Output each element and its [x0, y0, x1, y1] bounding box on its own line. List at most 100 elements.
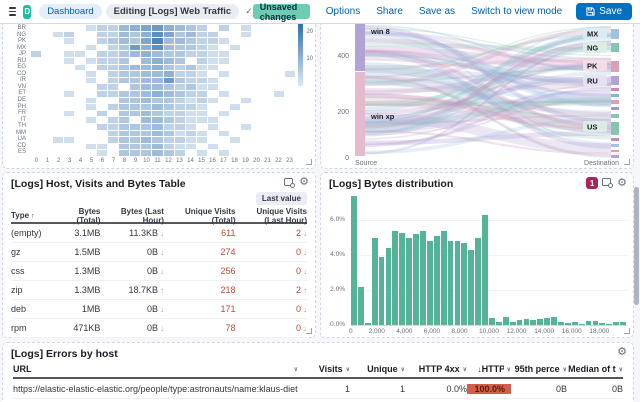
heatmap-cell[interactable]: [141, 25, 152, 31]
heatmap-cell[interactable]: [119, 57, 130, 64]
heatmap-cell[interactable]: [152, 110, 163, 117]
heatmap-cell[interactable]: [64, 117, 74, 123]
heatmap-cell[interactable]: [42, 65, 52, 71]
heatmap-cell[interactable]: [163, 57, 174, 64]
heatmap-cell[interactable]: [196, 77, 207, 84]
heatmap-cell[interactable]: [285, 65, 295, 71]
sankey-chart[interactable]: win 8 win xp MX NG PK RU US 400 200 0 Source Destin…: [321, 24, 633, 167]
heatmap-cell[interactable]: [86, 84, 96, 90]
errors-table-column-header[interactable]: ↓ HTTP 5xx∨: [477, 364, 511, 374]
heatmap-cell[interactable]: [42, 38, 52, 44]
heatmap-cell[interactable]: [86, 65, 96, 71]
heatmap-cell[interactable]: [274, 150, 284, 156]
heatmap-cell[interactable]: [108, 130, 119, 137]
heatmap-cell[interactable]: [97, 143, 108, 150]
heatmap-cell[interactable]: [274, 144, 284, 150]
heatmap-cell[interactable]: [97, 51, 108, 57]
heatmap-cell[interactable]: [185, 38, 196, 44]
heatmap-cell[interactable]: [31, 38, 41, 44]
heatmap-cell[interactable]: [263, 84, 273, 90]
heatmap-cell[interactable]: [119, 90, 130, 97]
heatmap-cell[interactable]: [230, 98, 240, 104]
heatmap-cell[interactable]: [230, 25, 240, 31]
heatmap-cell[interactable]: [230, 51, 240, 57]
heatmap-cell[interactable]: [263, 111, 273, 117]
heatmap-cell[interactable]: [86, 111, 96, 117]
heatmap-cell[interactable]: [31, 84, 41, 90]
heatmap-cell[interactable]: [97, 137, 107, 143]
heatmap-cell[interactable]: [86, 137, 96, 143]
heatmap-cell[interactable]: [130, 110, 141, 117]
heatmap-cell[interactable]: [119, 117, 130, 123]
heatmap-cell[interactable]: [42, 131, 52, 137]
heatmap-cell[interactable]: [53, 124, 63, 130]
heatmap-cell[interactable]: [263, 98, 273, 104]
heatmap-cell[interactable]: [285, 137, 295, 143]
panel-settings-gear-icon[interactable]: ⚙: [617, 176, 627, 189]
histogram-bar[interactable]: [523, 318, 530, 325]
heatmap-cell[interactable]: [75, 98, 85, 104]
heatmap-cell[interactable]: [75, 144, 85, 150]
heatmap-cell[interactable]: [141, 44, 152, 51]
histogram-bar[interactable]: [475, 237, 482, 325]
heatmap-cell[interactable]: [174, 143, 185, 150]
heatmap-cell[interactable]: [230, 111, 240, 117]
heatmap-cell[interactable]: [163, 117, 174, 123]
heatmap-cell[interactable]: [186, 58, 196, 64]
heatmap-cell[interactable]: [196, 137, 207, 143]
heatmap-cell[interactable]: [64, 65, 74, 71]
heatmap-cell[interactable]: [196, 110, 207, 117]
heatmap-cell[interactable]: [196, 84, 207, 90]
histogram-bar[interactable]: [351, 195, 357, 325]
heatmap-cell[interactable]: [64, 45, 74, 51]
heatmap-cell[interactable]: [230, 150, 240, 156]
heatmap-cell[interactable]: [174, 150, 185, 156]
heatmap-cell[interactable]: [240, 31, 251, 38]
host-table-column-header[interactable]: Unique Visits (Last Hour): [256, 206, 307, 225]
heatmap-cell[interactable]: [185, 110, 196, 117]
panel-settings-gear-icon[interactable]: ⚙: [299, 176, 309, 188]
sankey-source-node-winxp[interactable]: [355, 72, 365, 156]
heatmap-cell[interactable]: [97, 38, 108, 44]
heatmap-cell[interactable]: [285, 111, 295, 117]
histogram-bar[interactable]: [537, 318, 544, 325]
heatmap-cell[interactable]: [285, 84, 295, 90]
heatmap-cell[interactable]: [119, 25, 130, 31]
heatmap-cell[interactable]: [196, 71, 207, 77]
heatmap-cell[interactable]: [108, 51, 119, 57]
heatmap-cell[interactable]: [31, 78, 41, 84]
heatmap-cell[interactable]: [64, 131, 74, 137]
heatmap-cell[interactable]: [163, 90, 174, 97]
histogram-plot-area[interactable]: [351, 195, 627, 325]
panel-settings-gear-icon[interactable]: ⚙: [617, 346, 627, 358]
heatmap-cell[interactable]: [208, 137, 218, 143]
heatmap-cell[interactable]: [285, 144, 295, 150]
heatmap-cell[interactable]: [141, 130, 152, 137]
save-button[interactable]: Save: [576, 3, 633, 20]
heatmap-cell[interactable]: [285, 98, 295, 104]
sankey-destination-node[interactable]: [611, 100, 619, 104]
heatmap-cell[interactable]: [152, 77, 163, 84]
heatmap-color-legend[interactable]: [298, 24, 303, 86]
heatmap-cell[interactable]: [86, 44, 97, 51]
histogram-bar[interactable]: [578, 324, 585, 325]
histogram-bar[interactable]: [620, 321, 626, 325]
histogram-bar[interactable]: [364, 323, 371, 325]
heatmap-cell[interactable]: [53, 137, 64, 143]
sankey-destination-node[interactable]: [611, 144, 619, 147]
heatmap-cell[interactable]: [208, 71, 218, 77]
heatmap-cell[interactable]: [207, 143, 218, 150]
heatmap-cell[interactable]: [263, 58, 273, 64]
heatmap-cell[interactable]: [53, 111, 63, 117]
heatmap-cell[interactable]: [163, 44, 174, 51]
heatmap-cell[interactable]: [141, 143, 152, 150]
heatmap-cell[interactable]: [152, 64, 163, 71]
heatmap-cell[interactable]: [31, 144, 41, 150]
errors-table-column-header[interactable]: Median of t ∨: [568, 364, 623, 374]
heatmap-cell[interactable]: [274, 58, 284, 64]
heatmap-cell[interactable]: [119, 77, 130, 84]
heatmap-cell[interactable]: [285, 91, 295, 97]
heatmap-cell[interactable]: [86, 124, 96, 130]
heatmap-cell[interactable]: [218, 38, 229, 44]
heatmap-cell[interactable]: [241, 84, 251, 90]
